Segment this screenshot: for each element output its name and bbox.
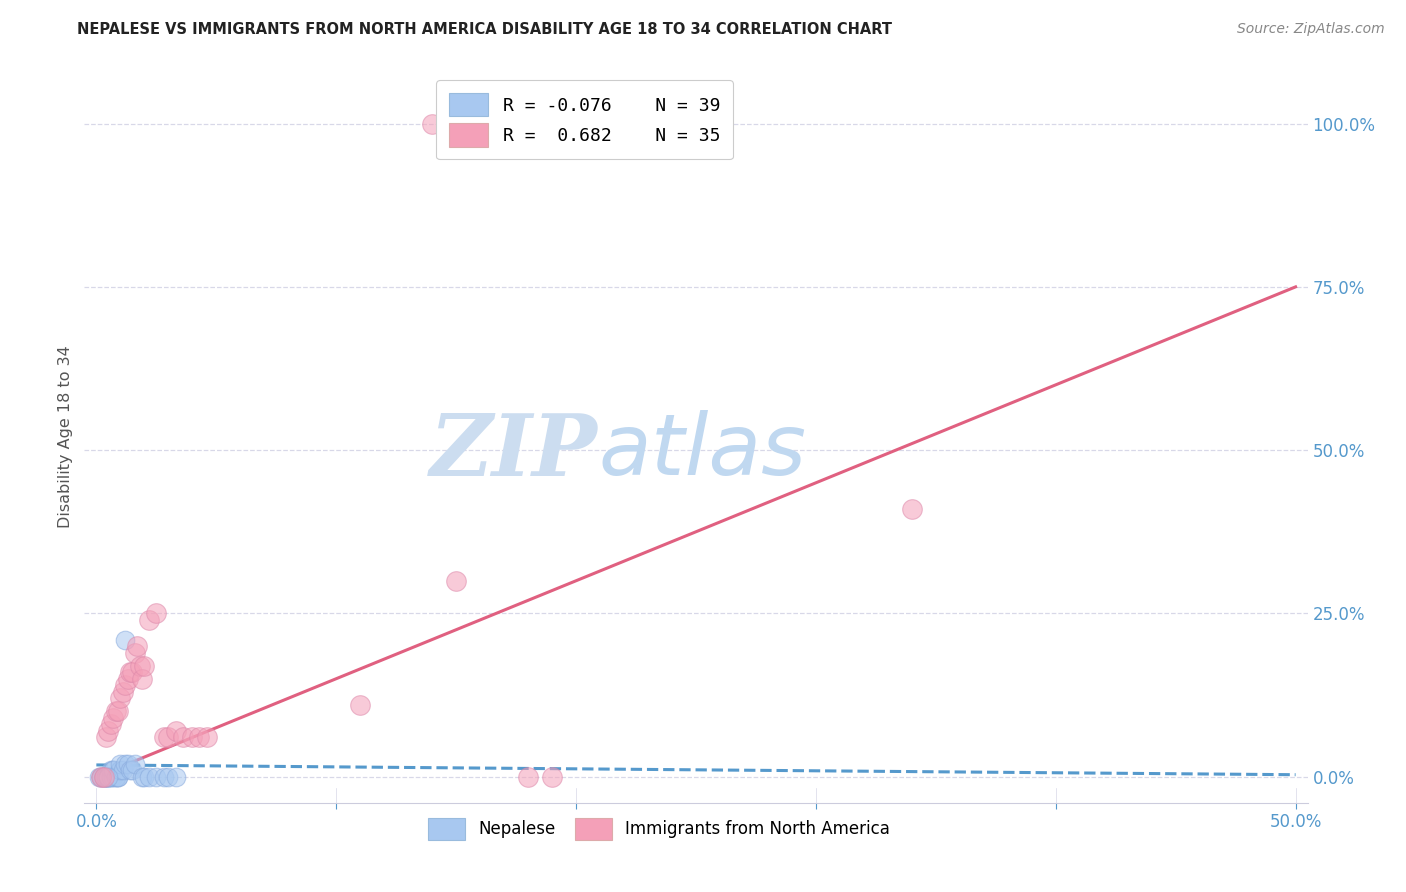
Text: ZIP: ZIP [430, 410, 598, 493]
Point [152, 731, 174, 745]
Point [110, 763, 132, 777]
Point [145, 607, 167, 621]
Point [157, 731, 180, 745]
Point [94, 770, 117, 784]
Point [152, 770, 174, 784]
Point [101, 763, 124, 777]
Point [127, 639, 149, 653]
Point [104, 705, 127, 719]
Point [114, 678, 136, 692]
Point [134, 658, 156, 673]
Y-axis label: Disability Age 18 to 34: Disability Age 18 to 34 [58, 346, 73, 528]
Point [420, 117, 443, 131]
Point [157, 770, 180, 784]
Point [101, 770, 124, 784]
Point [90, 770, 112, 784]
Point [121, 665, 143, 680]
Point [107, 770, 129, 784]
Point [128, 658, 150, 673]
Point [111, 685, 134, 699]
Point [97, 770, 120, 784]
Point [131, 770, 153, 784]
Point [104, 770, 127, 784]
Point [349, 698, 371, 712]
Point [90, 770, 112, 784]
Point [138, 613, 160, 627]
Point [517, 770, 540, 784]
Point [134, 770, 156, 784]
Point [94, 731, 117, 745]
Point [117, 672, 139, 686]
Point [101, 711, 124, 725]
Text: atlas: atlas [598, 410, 806, 493]
Point [195, 731, 218, 745]
Point [165, 723, 187, 738]
Point [93, 770, 115, 784]
Point [97, 770, 120, 784]
Point [94, 770, 117, 784]
Text: NEPALESE VS IMMIGRANTS FROM NORTH AMERICA DISABILITY AGE 18 TO 34 CORRELATION CH: NEPALESE VS IMMIGRANTS FROM NORTH AMERIC… [77, 22, 893, 37]
Point [131, 672, 153, 686]
Point [97, 770, 120, 784]
Point [107, 705, 129, 719]
Point [104, 770, 127, 784]
Text: Source: ZipAtlas.com: Source: ZipAtlas.com [1237, 22, 1385, 37]
Point [124, 756, 146, 771]
Point [444, 574, 467, 588]
Point [100, 763, 122, 777]
Point [94, 770, 117, 784]
Point [110, 691, 132, 706]
Point [138, 770, 160, 784]
Point [87, 770, 110, 784]
Point [124, 646, 146, 660]
Point [100, 717, 122, 731]
Point [709, 117, 731, 131]
Point [145, 770, 167, 784]
Point [111, 763, 134, 777]
Point [181, 731, 204, 745]
Point [118, 665, 141, 680]
Point [117, 756, 139, 771]
Point [901, 502, 924, 516]
Point [100, 770, 122, 784]
Point [90, 770, 112, 784]
Legend: Nepalese, Immigrants from North America: Nepalese, Immigrants from North America [415, 805, 904, 853]
Point [165, 770, 187, 784]
Point [114, 632, 136, 647]
Point [97, 770, 120, 784]
Point [100, 770, 122, 784]
Point [188, 731, 211, 745]
Point [93, 770, 115, 784]
Point [110, 756, 132, 771]
Point [118, 763, 141, 777]
Point [114, 756, 136, 771]
Point [97, 723, 120, 738]
Point [93, 770, 115, 784]
Point [107, 770, 129, 784]
Point [541, 770, 564, 784]
Point [121, 763, 143, 777]
Point [93, 770, 115, 784]
Point [101, 763, 124, 777]
Point [172, 731, 194, 745]
